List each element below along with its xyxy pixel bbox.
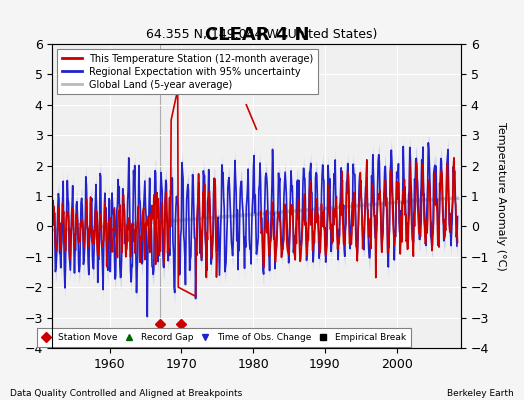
- Text: Data Quality Controlled and Aligned at Breakpoints: Data Quality Controlled and Aligned at B…: [10, 389, 243, 398]
- Text: Berkeley Earth: Berkeley Earth: [447, 389, 514, 398]
- Text: 64.355 N, 149.044 W (United States): 64.355 N, 149.044 W (United States): [146, 28, 378, 41]
- Legend: Station Move, Record Gap, Time of Obs. Change, Empirical Break: Station Move, Record Gap, Time of Obs. C…: [37, 328, 411, 346]
- Title: CLEAR 4 N: CLEAR 4 N: [204, 26, 309, 44]
- Y-axis label: Temperature Anomaly (°C): Temperature Anomaly (°C): [496, 122, 506, 270]
